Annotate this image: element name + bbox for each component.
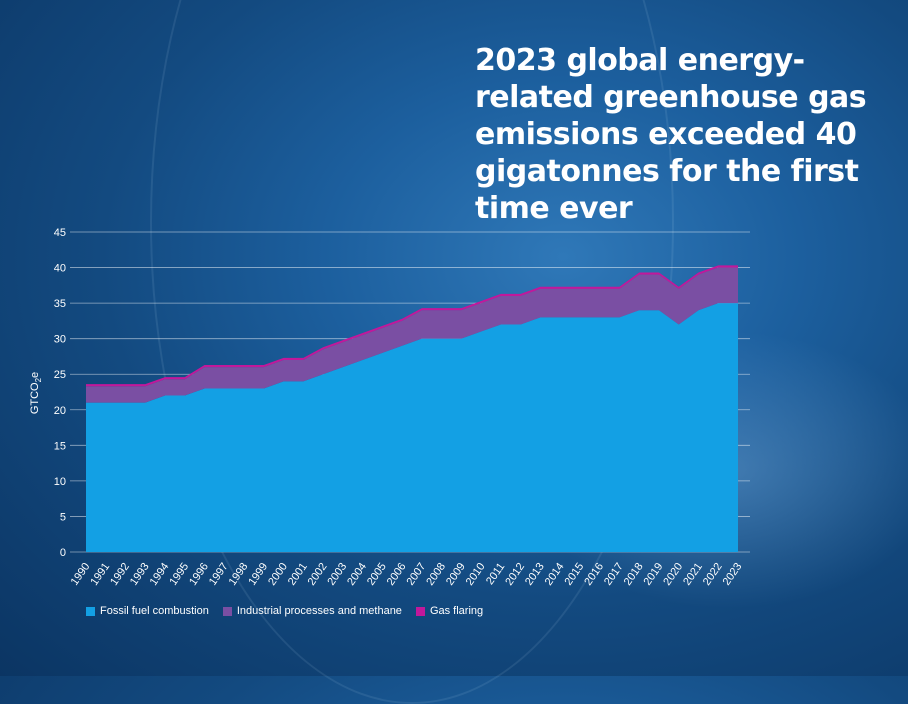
x-tick-label: 2022 <box>701 561 725 588</box>
x-tick-label: 2013 <box>523 561 547 588</box>
legend-swatch-industrial <box>222 606 232 616</box>
legend-item-flaring: Gas flaring <box>415 605 484 617</box>
x-tick-label: 1999 <box>246 561 270 588</box>
x-tick-label: 1990 <box>69 561 93 588</box>
x-tick-label: 2023 <box>721 561 745 588</box>
x-tick-label: 2008 <box>424 561 448 588</box>
x-tick-label: 2014 <box>543 561 567 588</box>
chart-legend: Fossil fuel combustion Industrial proces… <box>86 605 483 617</box>
x-tick-label: 1995 <box>167 561 191 588</box>
legend-item-industrial: Industrial processes and methane <box>222 605 402 617</box>
x-tick-label: 2002 <box>306 561 330 588</box>
area-industrial <box>86 267 738 403</box>
x-tick-label: 2006 <box>385 561 409 588</box>
x-tick-label: 2003 <box>325 561 349 588</box>
x-tick-label: 2017 <box>602 561 626 588</box>
y-tick-label: 20 <box>54 405 66 417</box>
legend-swatch-fossil <box>86 606 95 616</box>
legend-label-flaring: Gas flaring <box>429 605 484 617</box>
y-tick-label: 5 <box>60 511 66 523</box>
x-tick-label: 2010 <box>464 561 488 588</box>
x-tick-label: 2021 <box>681 561 705 588</box>
legend-label-industrial: Industrial processes and methane <box>236 605 402 617</box>
x-tick-label: 2004 <box>345 561 369 588</box>
legend-swatch-flaring <box>415 606 425 616</box>
y-axis-ticks: 0 5 10 15 20 25 30 35 40 45 <box>54 227 66 559</box>
chart-title: 2023 global energy-related greenhouse ga… <box>475 43 867 226</box>
x-tick-label: 2009 <box>444 561 468 588</box>
x-tick-label: 2018 <box>622 561 646 588</box>
x-tick-label: 2011 <box>484 561 507 587</box>
legend-label-fossil: Fossil fuel combustion <box>100 605 209 617</box>
x-tick-label: 2015 <box>563 561 587 588</box>
y-tick-label: 35 <box>54 298 66 310</box>
x-tick-label: 2000 <box>266 561 290 588</box>
y-axis-label: GTCO2e <box>29 372 43 414</box>
x-tick-label: 2019 <box>642 561 666 588</box>
x-tick-label: 2012 <box>503 561 527 588</box>
y-tick-label: 10 <box>54 476 66 488</box>
x-tick-label: 1998 <box>227 561 251 588</box>
x-tick-label: 2020 <box>661 561 685 588</box>
x-tick-label: 1997 <box>207 561 231 588</box>
y-tick-label: 0 <box>60 547 66 559</box>
y-tick-label: 15 <box>54 440 66 452</box>
x-tick-label: 1994 <box>148 561 172 588</box>
area-fossil <box>86 303 738 552</box>
area-series <box>86 265 738 552</box>
x-tick-label: 1991 <box>88 561 112 588</box>
x-tick-label: 2005 <box>365 561 389 588</box>
legend-item-fossil: Fossil fuel combustion <box>86 605 209 617</box>
y-tick-label: 25 <box>54 369 66 381</box>
y-tick-label: 30 <box>54 334 66 346</box>
x-tick-label: 1992 <box>108 561 132 588</box>
x-axis-ticks: 1990199119921993199419951996199719981999… <box>69 561 745 588</box>
x-tick-label: 1996 <box>187 561 211 588</box>
x-tick-label: 2001 <box>286 561 310 588</box>
x-tick-label: 2016 <box>582 561 606 588</box>
y-tick-label: 40 <box>54 263 66 275</box>
x-tick-label: 1993 <box>128 561 152 588</box>
y-tick-label: 45 <box>54 227 66 239</box>
x-tick-label: 2007 <box>404 561 428 588</box>
